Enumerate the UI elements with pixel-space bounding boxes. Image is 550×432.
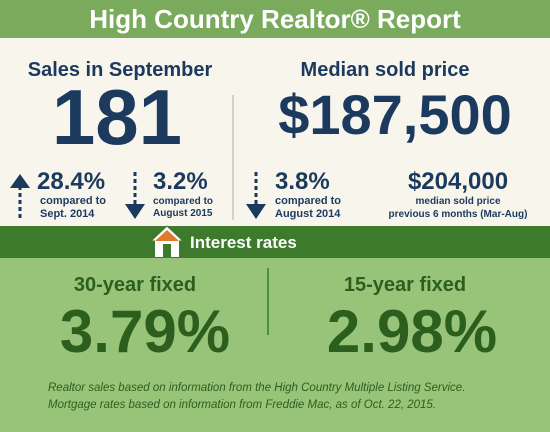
header-band [0, 0, 550, 38]
down-arrow [246, 172, 266, 219]
change-note: Sept. 2014 [40, 208, 95, 220]
rates-title: Interest rates [190, 233, 297, 252]
change-note: August 2014 [275, 208, 341, 220]
rates-band [0, 226, 550, 258]
title: High Country Realtor® Report [89, 4, 461, 34]
rate-label: 30-year fixed [74, 274, 196, 296]
change-note: August 2015 [153, 208, 213, 219]
change-value: 28.4% [37, 168, 105, 195]
change-value: 3.2% [153, 168, 208, 195]
change-note: compared to [40, 195, 106, 207]
sales-panel [0, 38, 550, 226]
up-arrow [10, 174, 30, 218]
change-note: compared to [275, 195, 341, 207]
change-note: compared to [153, 196, 213, 207]
rates-panel [0, 258, 550, 432]
price-note: median sold price [415, 196, 500, 207]
sales-label: Sales in September [28, 59, 213, 81]
down-arrow [125, 172, 145, 219]
rate-label: 15-year fixed [344, 274, 466, 296]
house-icon [149, 225, 185, 257]
rate-value: 2.98% [327, 298, 497, 365]
price-note: previous 6 months (Mar-Aug) [389, 209, 528, 220]
rate-value: 3.79% [60, 298, 230, 365]
change-value: 3.8% [275, 168, 330, 195]
price-value: $204,000 [408, 168, 508, 195]
sales-value: 181 [52, 73, 182, 161]
median-value: $187,500 [278, 83, 512, 146]
footnote: Realtor sales based on information from … [48, 382, 465, 394]
median-label: Median sold price [301, 59, 470, 81]
footnote: Mortgage rates based on information from… [48, 399, 436, 411]
